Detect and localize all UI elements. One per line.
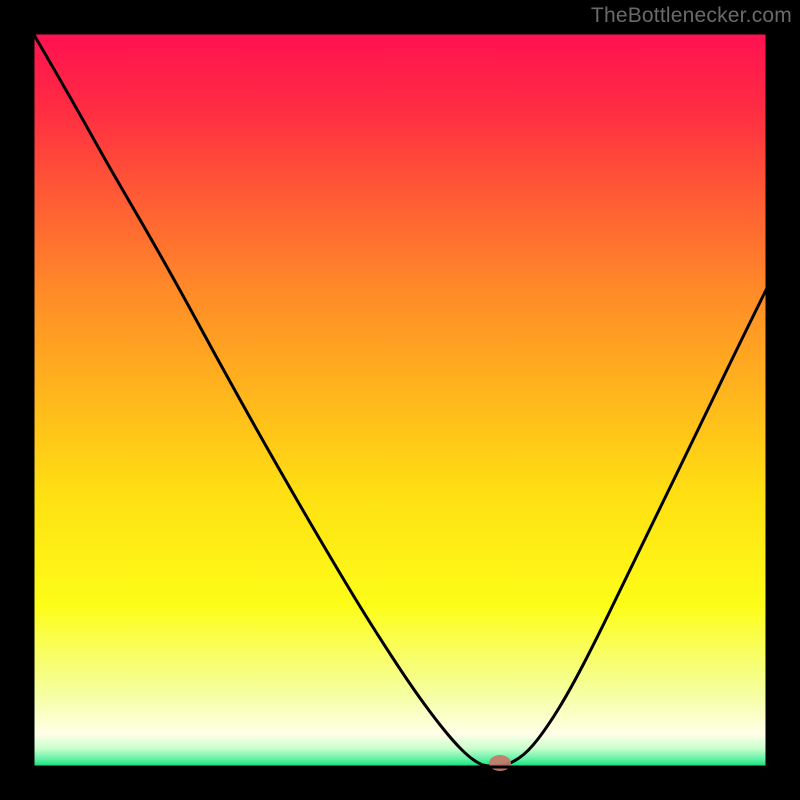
plot-background [33,33,767,767]
minimum-point-marker [489,755,511,771]
watermark-text: TheBottlenecker.com [591,4,792,28]
chart-container: TheBottlenecker.com [0,0,800,800]
bottleneck-chart [0,0,800,800]
